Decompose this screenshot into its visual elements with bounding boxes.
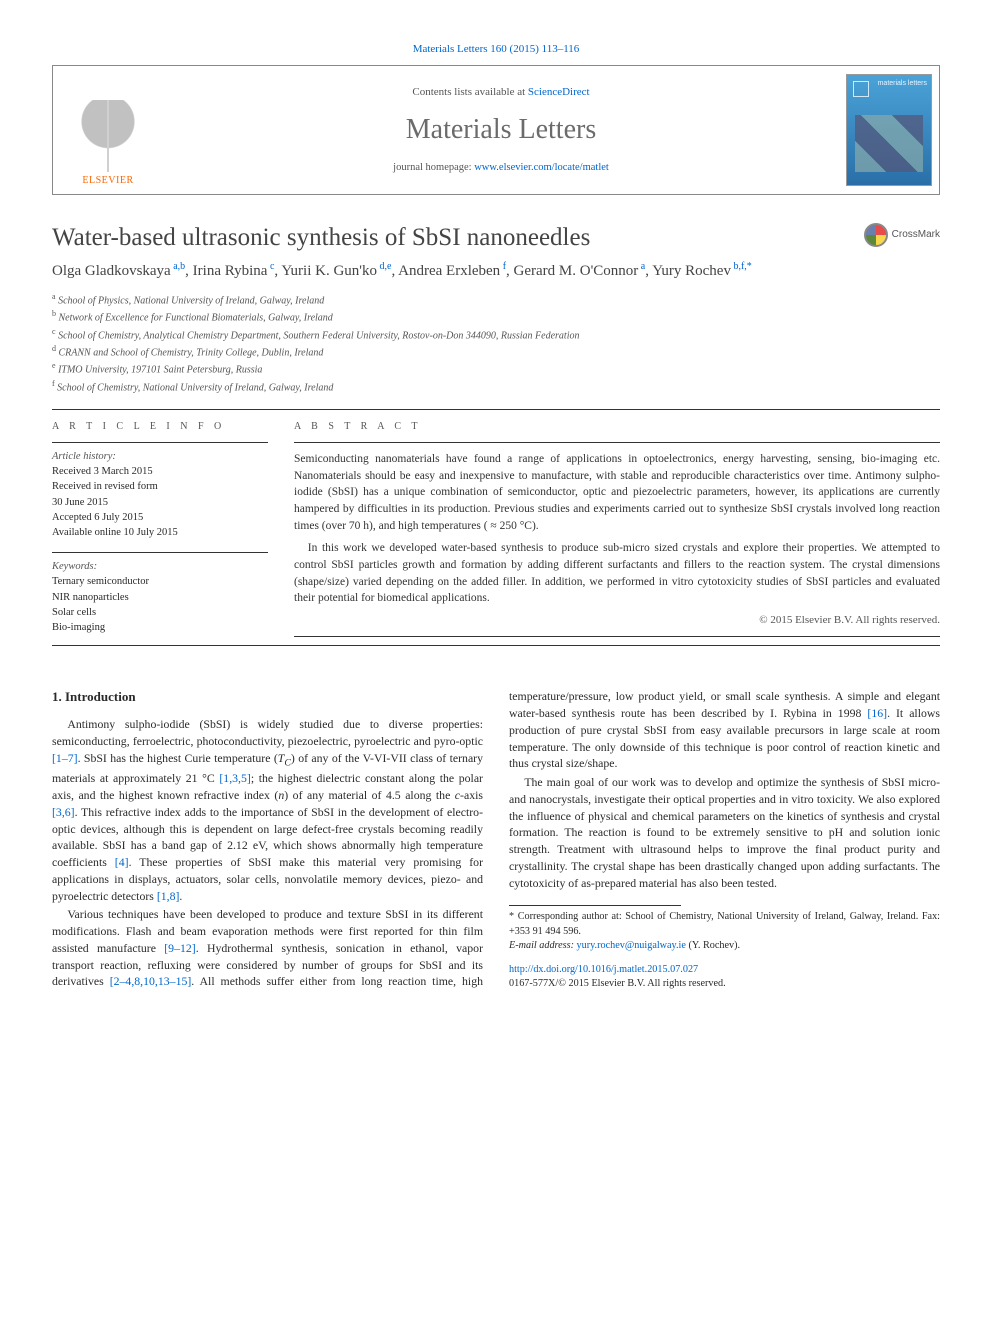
- history-line: Received in revised form: [52, 479, 268, 494]
- ref-link[interactable]: [1,8]: [157, 889, 180, 903]
- journal-header-box: ELSEVIER Contents lists available at Sci…: [52, 65, 940, 195]
- author: Yury Rochev: [652, 263, 731, 279]
- abstract-text: Semiconducting nanomaterials have found …: [294, 451, 940, 607]
- crossmark-label: CrossMark: [892, 228, 940, 242]
- history-line: Accepted 6 July 2015: [52, 510, 268, 525]
- keyword: Solar cells: [52, 605, 268, 620]
- keyword: Ternary semiconductor: [52, 574, 268, 589]
- doi-link[interactable]: http://dx.doi.org/10.1016/j.matlet.2015.…: [509, 964, 698, 975]
- footnote-rule: [509, 905, 681, 906]
- body-columns: 1. Introduction Antimony sulpho-iodide (…: [52, 688, 940, 991]
- corresponding-author: * Corresponding author at: School of Che…: [509, 910, 940, 939]
- article-info-label: A R T I C L E I N F O: [52, 420, 268, 434]
- author-affil-sup: a: [638, 261, 645, 272]
- journal-cover-thumb: [846, 74, 932, 186]
- keyword: Bio-imaging: [52, 620, 268, 635]
- body-para-1: Antimony sulpho-iodide (SbSI) is widely …: [52, 716, 483, 904]
- corresponding-email: E-mail address: yury.rochev@nuigalway.ie…: [509, 939, 940, 953]
- history-label: Article history:: [52, 449, 268, 464]
- ref-link[interactable]: [4]: [115, 855, 129, 869]
- rule-top: [52, 409, 940, 410]
- ref-link[interactable]: [16]: [867, 706, 887, 720]
- elsevier-logo-cell: ELSEVIER: [53, 66, 163, 194]
- article-title: Water-based ultrasonic synthesis of SbSI…: [52, 223, 852, 253]
- elsevier-wordmark: ELSEVIER: [82, 174, 133, 188]
- author: Gerard M. O'Connor: [514, 263, 639, 279]
- homepage-line: journal homepage: www.elsevier.com/locat…: [393, 161, 609, 176]
- rule-bottom: [52, 645, 940, 646]
- ref-link[interactable]: [9–12]: [164, 941, 195, 955]
- crossmark-widget[interactable]: CrossMark: [864, 223, 940, 247]
- article-info-column: A R T I C L E I N F O Article history: R…: [52, 420, 268, 637]
- homepage-link[interactable]: www.elsevier.com/locate/matlet: [474, 162, 609, 173]
- ref-link[interactable]: [1,3,5]: [219, 771, 250, 785]
- section-heading-intro: 1. Introduction: [52, 688, 483, 706]
- ref-link[interactable]: [2–4,8,10,13–15]: [110, 974, 192, 988]
- sciencedirect-link[interactable]: ScienceDirect: [528, 86, 590, 98]
- ref-link[interactable]: [1–7]: [52, 751, 78, 765]
- author-affil-sup: d,e: [377, 261, 391, 272]
- author: Yurii K. Gun'ko: [281, 263, 377, 279]
- history-line: 30 June 2015: [52, 495, 268, 510]
- affiliation: c School of Chemistry, Analytical Chemis…: [52, 326, 940, 343]
- doi-block: http://dx.doi.org/10.1016/j.matlet.2015.…: [509, 963, 940, 992]
- history-block: Article history: Received 3 March 2015Re…: [52, 449, 268, 540]
- email-link[interactable]: yury.rochev@nuigalway.ie: [577, 940, 686, 951]
- running-head: Materials Letters 160 (2015) 113–116: [52, 42, 940, 57]
- abstract-copyright: © 2015 Elsevier B.V. All rights reserved…: [294, 613, 940, 628]
- keywords-block: Keywords: Ternary semiconductorNIR nanop…: [52, 559, 268, 635]
- author-affil-sup: a,b: [171, 261, 185, 272]
- contents-prefix: Contents lists available at: [412, 86, 527, 98]
- homepage-prefix: journal homepage:: [393, 162, 474, 173]
- crossmark-icon: [864, 223, 888, 247]
- footnotes: * Corresponding author at: School of Che…: [509, 910, 940, 953]
- body-para-3: The main goal of our work was to develop…: [509, 774, 940, 891]
- ref-link[interactable]: [3,6]: [52, 805, 75, 819]
- author-affil-sup: c: [267, 261, 274, 272]
- abstract-para: In this work we developed water-based sy…: [294, 540, 940, 607]
- journal-name: Materials Letters: [406, 110, 596, 149]
- abstract-label: A B S T R A C T: [294, 420, 940, 434]
- journal-cover-art: [855, 115, 922, 172]
- affiliation: e ITMO University, 197101 Saint Petersbu…: [52, 360, 940, 377]
- running-head-link[interactable]: Materials Letters 160 (2015) 113–116: [413, 43, 580, 55]
- affiliation: d CRANN and School of Chemistry, Trinity…: [52, 343, 940, 360]
- affiliation: b Network of Excellence for Functional B…: [52, 308, 940, 325]
- issn-copyright: 0167-577X/© 2015 Elsevier B.V. All right…: [509, 977, 940, 991]
- affiliation: a School of Physics, National University…: [52, 291, 940, 308]
- author: Irina Rybina: [193, 263, 268, 279]
- affiliation: f School of Chemistry, National Universi…: [52, 378, 940, 395]
- author-affil-sup: f: [500, 261, 506, 272]
- author: Andrea Erxleben: [398, 263, 500, 279]
- keywords-label: Keywords:: [52, 559, 268, 574]
- keyword: NIR nanoparticles: [52, 590, 268, 605]
- affiliation-list: a School of Physics, National University…: [52, 291, 940, 395]
- author: Olga Gladkovskaya: [52, 263, 171, 279]
- contents-line: Contents lists available at ScienceDirec…: [412, 85, 589, 100]
- header-center: Contents lists available at ScienceDirec…: [163, 66, 839, 194]
- author-affil-sup: b,f,*: [731, 261, 752, 272]
- history-line: Received 3 March 2015: [52, 464, 268, 479]
- elsevier-tree-icon: [76, 100, 140, 172]
- journal-cover-cell: [839, 66, 939, 194]
- author-list: Olga Gladkovskaya a,b, Irina Rybina c, Y…: [52, 259, 940, 283]
- abstract-para: Semiconducting nanomaterials have found …: [294, 451, 940, 534]
- abstract-column: A B S T R A C T Semiconducting nanomater…: [294, 420, 940, 637]
- history-line: Available online 10 July 2015: [52, 525, 268, 540]
